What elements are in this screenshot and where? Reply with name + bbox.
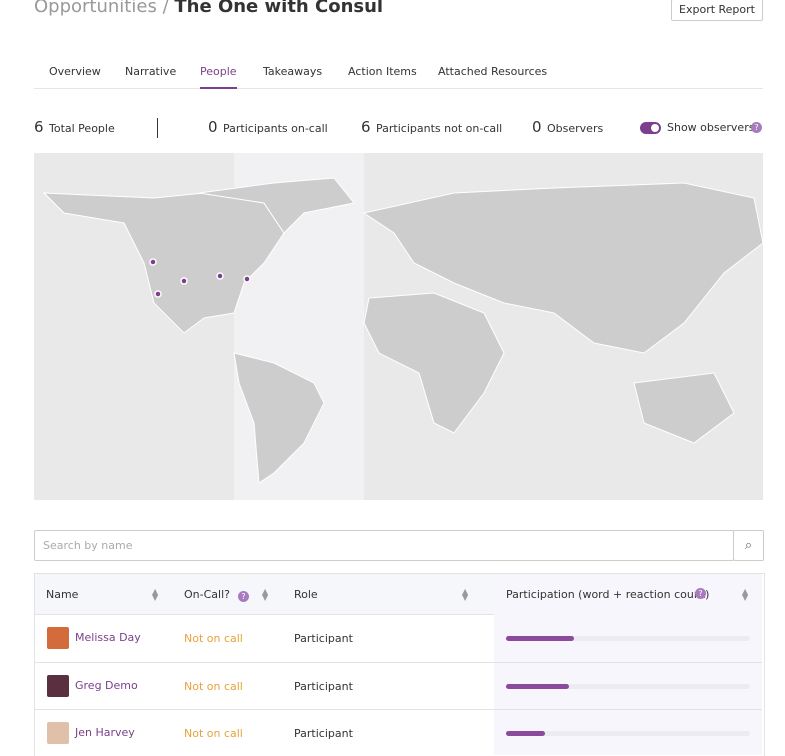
on-call-status: Not on call — [184, 680, 243, 693]
role: Participant — [294, 680, 353, 693]
tab[interactable]: Attached Resources — [438, 65, 548, 78]
participation-column — [494, 574, 762, 755]
stat-label: Observers — [547, 122, 604, 135]
search-button[interactable]: ⌕ — [733, 530, 764, 561]
on-call-status: Not on call — [184, 727, 243, 740]
on-call-status: Not on call — [184, 632, 243, 645]
help-icon[interactable]: ? — [238, 591, 249, 602]
stat-count: 0 — [532, 118, 542, 136]
tab[interactable]: People — [200, 65, 237, 78]
breadcrumb-row: Opportunities / The One with Consul — [34, 0, 383, 17]
row-divider — [35, 662, 762, 663]
breadcrumb[interactable]: Opportunities — [34, 0, 157, 17]
participation-bar — [506, 636, 575, 641]
tab[interactable]: Takeaways — [263, 65, 323, 78]
row-divider — [35, 709, 762, 710]
stat-count: 0 — [208, 118, 218, 136]
map — [34, 153, 763, 500]
participation-track — [506, 684, 750, 689]
tabs-divider — [34, 88, 763, 89]
sort-icon[interactable]: ▲ ▼ — [152, 587, 159, 602]
avatar — [47, 722, 69, 744]
sort-icon[interactable]: ▲ ▼ — [262, 587, 269, 602]
role: Participant — [294, 727, 353, 740]
stat-label: Total People — [49, 122, 115, 135]
column-header[interactable]: Participation (word + reaction count) — [506, 588, 710, 601]
separator: / — [162, 0, 169, 17]
participation-track — [506, 731, 750, 736]
stat-count: 6 — [34, 118, 44, 136]
column-header[interactable]: Role — [294, 588, 318, 601]
role: Participant — [294, 632, 353, 645]
table — [34, 573, 765, 756]
stat-count: 6 — [361, 118, 371, 136]
tab-underline — [200, 87, 237, 89]
participation-track — [506, 636, 750, 641]
toggle-switch[interactable] — [640, 122, 661, 134]
sort-icon[interactable]: ▲ ▼ — [462, 587, 469, 602]
toggle-label: Show observers — [667, 121, 755, 134]
column-header[interactable]: On-Call? — [184, 588, 230, 601]
person-name[interactable]: Jen Harvey — [75, 726, 135, 739]
export-button[interactable]: Export Report — [671, 0, 763, 21]
column-header[interactable]: Name — [46, 588, 79, 601]
search-placeholder: Search by name — [43, 539, 133, 552]
person-name[interactable]: Melissa Day — [75, 631, 141, 644]
stat-label: Participants on-call — [223, 122, 328, 135]
participation-bar — [506, 731, 546, 736]
tab[interactable]: Narrative — [125, 65, 177, 78]
page-title: The One with Consul — [174, 0, 384, 17]
tab[interactable]: Overview — [49, 65, 101, 78]
avatar — [47, 675, 69, 697]
tab[interactable]: Action Items — [348, 65, 417, 78]
help-icon[interactable]: ? — [751, 122, 762, 133]
search-input[interactable]: Search by name — [34, 530, 734, 561]
sort-icon[interactable]: ▲ ▼ — [742, 587, 749, 602]
stats-divider — [157, 118, 158, 138]
stat-label: Participants not on-call — [376, 122, 503, 135]
avatar — [47, 627, 69, 649]
participation-bar — [506, 684, 570, 689]
help-icon[interactable]: ? — [695, 588, 706, 599]
person-name[interactable]: Greg Demo — [75, 679, 138, 692]
